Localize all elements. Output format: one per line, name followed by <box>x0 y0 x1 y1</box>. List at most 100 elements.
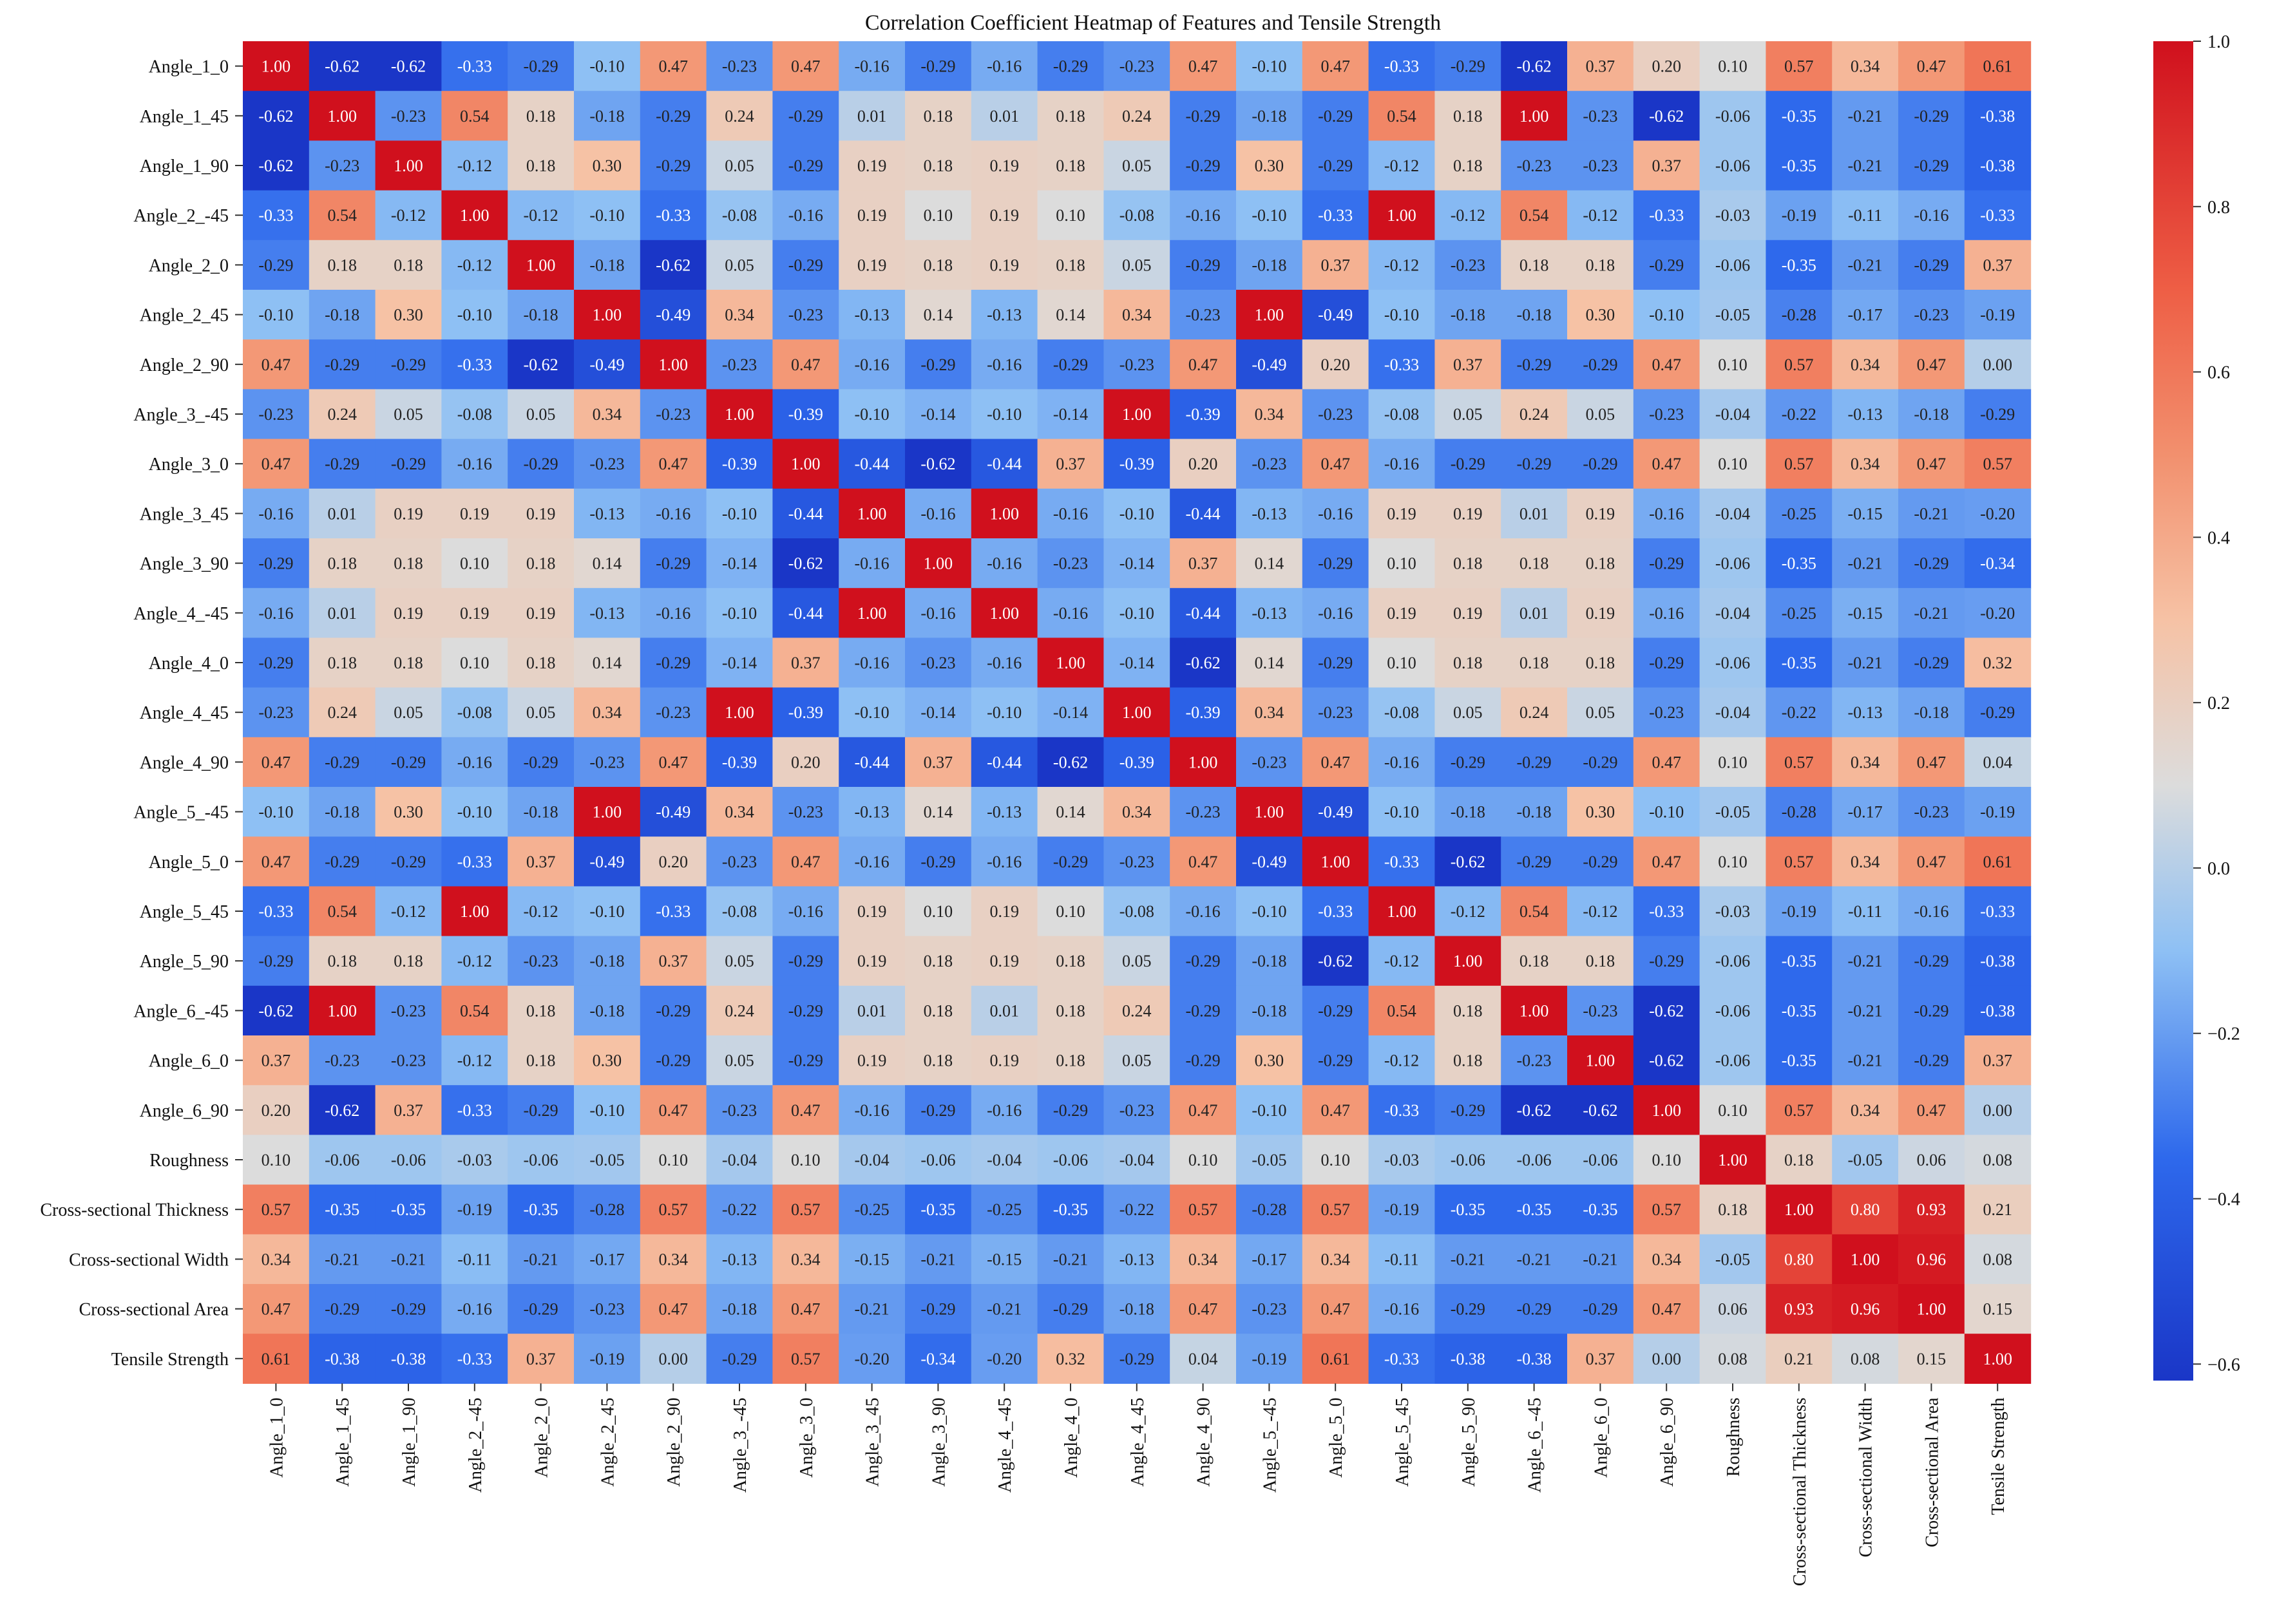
heatmap-cell <box>772 290 839 340</box>
cell-value-label: -0.29 <box>1583 853 1617 871</box>
heatmap-cell <box>1368 488 1435 539</box>
cell-value-label: 0.19 <box>526 604 556 623</box>
heatmap-cell <box>1964 488 2032 539</box>
heatmap-cell <box>375 737 442 788</box>
cell-value-label: -0.28 <box>1252 1200 1286 1219</box>
cell-value-label: -0.20 <box>987 1350 1022 1368</box>
cell-value-label: 0.18 <box>1453 1052 1483 1070</box>
heatmap-cell <box>1898 637 1965 688</box>
cell-value-label: 1.00 <box>1586 1052 1615 1070</box>
heatmap-cell <box>1567 439 1634 489</box>
heatmap-cell <box>1236 240 1303 290</box>
heatmap-cell <box>309 91 376 141</box>
cell-value-label: 0.37 <box>394 1101 423 1120</box>
heatmap-cell <box>640 588 707 638</box>
cell-value-label: -0.29 <box>524 455 558 473</box>
heatmap-cell <box>1037 787 1104 837</box>
heatmap-cell <box>1964 538 2032 589</box>
cell-value-label: -0.29 <box>258 952 293 970</box>
cell-value-label: 0.47 <box>1188 1101 1218 1120</box>
cell-value-label: -0.29 <box>1914 554 1948 573</box>
cell-value-label: 0.10 <box>1188 1151 1218 1169</box>
heatmap-cell <box>772 985 839 1036</box>
cell-value-label: 0.57 <box>1784 853 1814 871</box>
cell-value-label: 1.00 <box>725 703 754 722</box>
heatmap-cell <box>1368 737 1435 788</box>
cell-value-label: -0.29 <box>656 107 691 126</box>
heatmap-cell <box>1037 1234 1104 1285</box>
heatmap-cell <box>1898 687 1965 738</box>
cell-value-label: -0.33 <box>1384 853 1419 871</box>
heatmap-cell <box>1567 687 1634 738</box>
cell-value-label: 1.00 <box>1718 1151 1748 1169</box>
heatmap-cell <box>1766 1035 1833 1086</box>
heatmap-cell <box>243 1135 310 1185</box>
heatmap-cell <box>574 1184 641 1235</box>
cell-value-label: 0.19 <box>1586 604 1615 623</box>
cell-value-label: -0.12 <box>457 256 492 274</box>
cell-value-label: 0.37 <box>526 853 556 871</box>
cell-value-label: 0.18 <box>1586 554 1615 573</box>
heatmap-cell <box>1832 140 1899 191</box>
cell-value-label: -0.10 <box>589 57 624 76</box>
heatmap-cell <box>905 637 972 688</box>
heatmap-cell <box>706 1284 773 1334</box>
heatmap-cell <box>706 886 773 937</box>
cell-value-label: 0.47 <box>1188 57 1218 76</box>
cell-value-label: 0.47 <box>262 753 291 771</box>
cell-value-label: 0.34 <box>1851 853 1880 871</box>
cell-value-label: -0.18 <box>1252 107 1286 126</box>
cell-value-label: -0.05 <box>1715 803 1750 822</box>
heatmap-cell <box>640 886 707 937</box>
heatmap-cell <box>1832 439 1899 489</box>
heatmap-cell <box>1699 1135 1766 1185</box>
heatmap-cell <box>772 190 839 241</box>
cell-value-label: 0.37 <box>924 753 953 771</box>
heatmap-cell <box>1832 886 1899 937</box>
heatmap-cell <box>574 1085 641 1135</box>
heatmap-cell <box>1501 190 1568 241</box>
heatmap-cell <box>905 140 972 191</box>
cell-value-label: 0.47 <box>1652 355 1681 374</box>
heatmap-cell <box>1832 1184 1899 1235</box>
heatmap-cell <box>1434 687 1501 738</box>
cell-value-label: 0.57 <box>1188 1200 1218 1219</box>
heatmap-cell <box>1368 240 1435 290</box>
cell-value-label: -0.39 <box>788 405 823 424</box>
column-tick-label: Cross-sectional Width <box>1856 1397 1876 1557</box>
heatmap-cell <box>1434 488 1501 539</box>
cell-value-label: -0.29 <box>1649 256 1684 274</box>
heatmap-cell <box>375 687 442 738</box>
cell-value-label: -0.16 <box>920 604 955 623</box>
heatmap-cell <box>309 787 376 837</box>
cell-value-label: 1.00 <box>327 1001 357 1020</box>
heatmap-cell <box>1037 41 1104 91</box>
cell-value-label: 0.18 <box>327 952 357 970</box>
cell-value-label: -0.35 <box>920 1200 955 1219</box>
cell-value-label: -0.21 <box>1451 1250 1485 1269</box>
row-tick-label: Angle_3_0 <box>149 455 229 475</box>
cell-value-label: 0.20 <box>791 753 821 771</box>
heatmap-cell <box>1832 836 1899 887</box>
cell-value-label: -0.23 <box>1318 703 1353 722</box>
column-tick-label: Angle_3_0 <box>797 1397 817 1477</box>
cell-value-label: -0.18 <box>589 952 624 970</box>
heatmap-cell <box>971 538 1038 589</box>
heatmap-cell <box>1832 1284 1899 1334</box>
heatmap-cell <box>1567 637 1634 688</box>
cell-value-label: 0.19 <box>1453 604 1483 623</box>
cell-value-label: -0.10 <box>589 1101 624 1120</box>
heatmap-cell <box>1103 439 1170 489</box>
heatmap-cell <box>1501 240 1568 290</box>
cell-value-label: -0.23 <box>325 156 359 175</box>
heatmap-cell <box>243 1234 310 1285</box>
heatmap-cell <box>1236 787 1303 837</box>
heatmap-cell <box>375 787 442 837</box>
cell-value-label: 1.00 <box>1519 107 1549 126</box>
heatmap-cell <box>839 1284 906 1334</box>
heatmap-cell <box>1964 1334 2032 1384</box>
cell-value-label: 0.21 <box>1983 1200 2012 1219</box>
cell-value-label: 0.05 <box>526 405 556 424</box>
row-tick-label: Cross-sectional Area <box>79 1300 229 1320</box>
